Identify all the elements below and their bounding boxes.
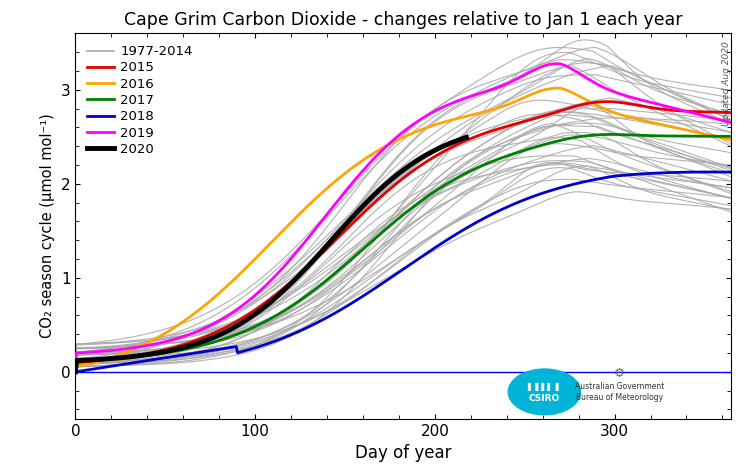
Y-axis label: CO₂ season cycle (μmol mol⁻¹): CO₂ season cycle (μmol mol⁻¹) bbox=[40, 114, 55, 338]
Text: Australian Government: Australian Government bbox=[575, 382, 664, 391]
Text: CSIRO: CSIRO bbox=[529, 394, 560, 403]
Title: Cape Grim Carbon Dioxide - changes relative to Jan 1 each year: Cape Grim Carbon Dioxide - changes relat… bbox=[124, 11, 682, 29]
Text: ⚙: ⚙ bbox=[615, 367, 626, 380]
Text: Updated Aug 2020: Updated Aug 2020 bbox=[722, 41, 731, 126]
Text: ▌ ▌▌▌ ▌: ▌ ▌▌▌ ▌ bbox=[527, 382, 562, 391]
Text: Bureau of Meteorology: Bureau of Meteorology bbox=[576, 393, 664, 402]
Legend: 1977-2014, 2015, 2016, 2017, 2018, 2019, 2020: 1977-2014, 2015, 2016, 2017, 2018, 2019,… bbox=[82, 40, 198, 161]
X-axis label: Day of year: Day of year bbox=[355, 444, 452, 462]
